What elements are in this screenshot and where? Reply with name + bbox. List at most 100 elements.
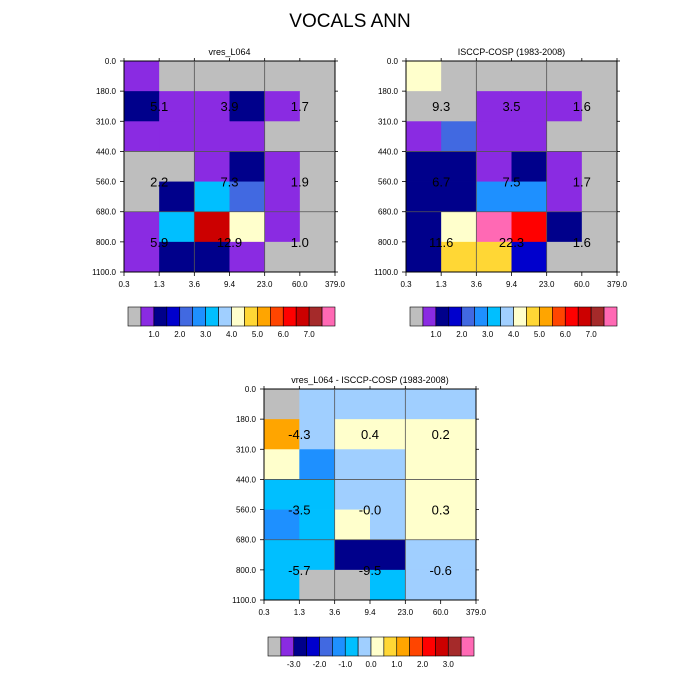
- colorbar-label: 3.0: [443, 660, 455, 669]
- heatmap-cell: [299, 479, 336, 510]
- colorbar-label: 3.0: [200, 330, 212, 339]
- heatmap-cell: [406, 151, 442, 182]
- colorbar-swatch: [396, 636, 410, 657]
- heatmap-cell: [334, 569, 371, 601]
- colorbar-label: 1.0: [391, 660, 403, 669]
- colorbar-swatch: [526, 306, 540, 327]
- heatmap-cell: [581, 121, 618, 152]
- heatmap-cell: [476, 181, 512, 213]
- heatmap-cell: [511, 211, 548, 243]
- cell-value-label: 0.2: [432, 427, 450, 442]
- heatmap-cell: [264, 151, 301, 182]
- heatmap-cell: [406, 91, 442, 122]
- cell-value-label: 22.3: [499, 235, 524, 250]
- cell-value-label: 11.6: [429, 235, 453, 250]
- heatmap-cell: [511, 61, 548, 92]
- cell-value-label: 6.7: [432, 175, 450, 190]
- heatmap-cell: [264, 181, 301, 213]
- heatmap-cell: [334, 449, 371, 480]
- colorbar-swatch: [192, 306, 206, 327]
- cell-value-label: -3.5: [288, 503, 310, 518]
- heatmap-cell: [299, 211, 336, 243]
- y-tick-label: 0.0: [387, 57, 399, 66]
- cell-value-label: 3.9: [220, 99, 238, 114]
- heatmap-cell: [264, 419, 300, 450]
- heatmap-cell: [124, 151, 160, 182]
- y-tick-label: 560.0: [236, 506, 257, 515]
- y-tick-label: 800.0: [378, 238, 399, 247]
- colorbar-swatch: [435, 636, 449, 657]
- heatmap-cell: [441, 61, 477, 92]
- x-tick-label: 1.3: [154, 280, 166, 289]
- heatmap-cell: [299, 569, 336, 601]
- colorbar-label: 3.0: [482, 330, 494, 339]
- cell-value-label: 1.7: [291, 99, 309, 114]
- cell-value-label: 5.9: [150, 235, 168, 250]
- y-tick-label: 440.0: [96, 147, 117, 156]
- colorbar-label: 7.0: [586, 330, 598, 339]
- heatmap-cell: [441, 151, 477, 182]
- y-tick-label: 800.0: [236, 566, 257, 575]
- heatmap-cell: [334, 539, 371, 571]
- panel-title: vres_L064 - ISCCP-COSP (1983-2008): [291, 375, 448, 385]
- heatmap-cell: [440, 479, 477, 510]
- cell-value-label: 1.9: [291, 175, 309, 190]
- heatmap-cell: [299, 419, 336, 450]
- x-tick-label: 379.0: [607, 280, 628, 289]
- heatmap-cell: [124, 211, 160, 243]
- colorbar-swatch: [383, 636, 398, 657]
- cell-value-label: 3.5: [502, 99, 520, 114]
- heatmap-cell: [546, 91, 583, 122]
- x-tick-label: 60.0: [292, 280, 308, 289]
- colorbar-label: -2.0: [313, 660, 327, 669]
- panel-1: vres_L064 0.3 1.3 3.6 9.4 23.0 60.0 379.0 0.0 180…: [92, 47, 345, 339]
- x-tick-label: 1.3: [436, 280, 448, 289]
- heatmap-cell: [370, 539, 406, 571]
- heatmap-cells: [406, 61, 618, 273]
- heatmap-cell: [370, 389, 406, 420]
- y-tick-label: 560.0: [96, 178, 117, 187]
- panel-title: ISCCP-COSP (1983-2008): [458, 47, 565, 57]
- heatmap-cell: [440, 509, 477, 541]
- heatmap-cell: [546, 211, 583, 243]
- y-tick-label: 1100.0: [232, 596, 256, 605]
- y-tick-label: 1100.0: [92, 268, 116, 277]
- y-tick-label: 680.0: [96, 208, 117, 217]
- heatmap-cell: [159, 91, 195, 122]
- colorbar-swatch: [319, 636, 333, 657]
- panel-2: ISCCP-COSP (1983-2008) 0.3 1.3 3.6 9.4 23.0 60…: [374, 47, 627, 339]
- heatmap-cell: [405, 509, 442, 541]
- colorbar-swatch: [461, 306, 475, 327]
- heatmap-cell: [440, 539, 477, 571]
- heatmap-cell: [264, 211, 301, 243]
- colorbar-swatch: [422, 306, 437, 327]
- heatmap-cell: [229, 181, 266, 213]
- heatmap-cell: [405, 419, 442, 450]
- colorbar: 1.0 2.0 3.0 4.0 5.0 6.0 7.0: [409, 306, 618, 339]
- colorbar-label: 5.0: [252, 330, 264, 339]
- colorbar-swatch: [370, 636, 385, 657]
- colorbar-swatch: [577, 306, 592, 327]
- x-tick-label: 0.3: [118, 280, 130, 289]
- colorbar-swatch: [282, 306, 297, 327]
- heatmap-cell: [159, 61, 195, 92]
- cell-value-label: 1.0: [291, 235, 309, 250]
- colorbar: 1.0 2.0 3.0 4.0 5.0 6.0 7.0: [127, 306, 336, 339]
- heatmap-cell: [441, 211, 477, 243]
- heatmap-cell: [124, 91, 160, 122]
- colorbar-label: 7.0: [304, 330, 316, 339]
- colorbar-swatch: [231, 306, 245, 327]
- heatmap-cell: [264, 91, 301, 122]
- heatmap-cell: [546, 151, 583, 182]
- colorbar-label: -3.0: [287, 660, 301, 669]
- heatmap-cell: [229, 121, 266, 152]
- heatmap-cell: [264, 241, 301, 273]
- heatmap-cell: [511, 241, 548, 273]
- colorbar-swatch: [321, 306, 336, 327]
- colorbar-swatch: [474, 306, 488, 327]
- heatmap-cell: [581, 151, 618, 182]
- heatmap-cell: [581, 241, 618, 273]
- heatmap-cell: [229, 151, 266, 182]
- heatmap-cell: [299, 151, 336, 182]
- heatmap-cell: [194, 241, 230, 273]
